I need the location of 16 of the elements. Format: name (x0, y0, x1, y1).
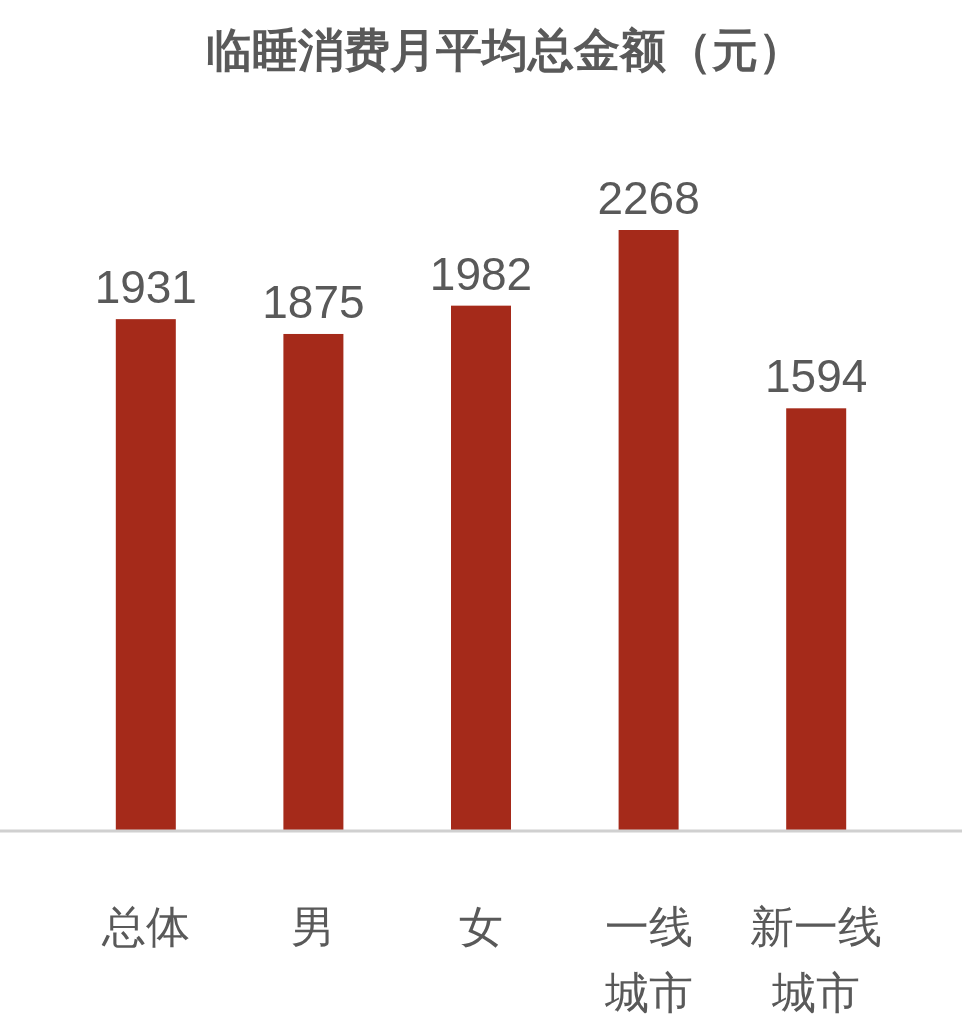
data-label: 2268 (597, 172, 700, 224)
data-label: 1875 (262, 275, 365, 328)
x-tick-label: 一线城市 (603, 902, 693, 1017)
x-tick-label: 男 (291, 902, 336, 951)
bar (115, 319, 176, 830)
bar (451, 305, 511, 830)
data-label: 1594 (765, 350, 868, 403)
bar (786, 408, 847, 830)
bar (618, 230, 679, 830)
x-tick-label: 新一线城市 (750, 902, 883, 1017)
chart-title: 临睡消费月平均总金额（元） (206, 24, 804, 76)
data-label: 1982 (429, 247, 533, 300)
x-tick-label: 总体 (100, 902, 190, 951)
x-tick-label: 女 (459, 902, 503, 951)
data-label: 1931 (94, 261, 197, 314)
bar (283, 333, 344, 830)
